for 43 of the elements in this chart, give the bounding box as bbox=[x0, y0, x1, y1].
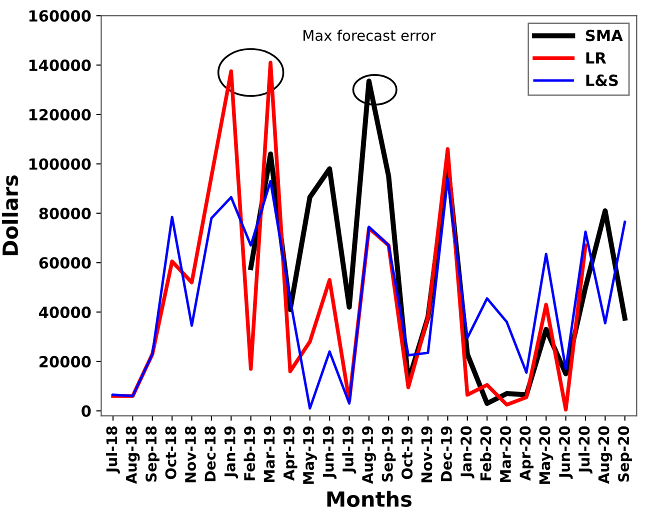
x-tick-label: Nov-18 bbox=[184, 426, 196, 482]
y-tick-label: 80000 bbox=[39, 208, 91, 220]
x-tick-label: Sep-19 bbox=[382, 426, 396, 482]
x-tick-label: Oct-18 bbox=[165, 426, 176, 480]
x-tick-label: Sep-18 bbox=[146, 426, 160, 482]
legend-label: L&S bbox=[586, 74, 618, 86]
x-tick-label: Dec-18 bbox=[204, 426, 216, 482]
x-tick-label: Aug-20 bbox=[598, 426, 612, 484]
x-tick-label: Jan-19 bbox=[224, 426, 238, 478]
line-series bbox=[112, 177, 626, 410]
x-tick-label: Jul-19 bbox=[342, 426, 356, 474]
x-tick-label: May-20 bbox=[539, 426, 554, 484]
x-tick-label: Jun-20 bbox=[559, 426, 573, 479]
x-tick-label: Mar-20 bbox=[500, 426, 511, 482]
annotation: Max forecast error bbox=[304, 30, 436, 41]
y-tick-label: 160000 bbox=[29, 10, 91, 22]
legend-label: SMA bbox=[586, 30, 623, 42]
y-axis-title: Dollars bbox=[2, 175, 18, 256]
x-tick-label: Feb-19 bbox=[244, 426, 256, 480]
y-tick-label: 120000 bbox=[29, 108, 91, 120]
x-tick-label: Apr-20 bbox=[520, 426, 534, 481]
x-tick-label: Nov-19 bbox=[421, 426, 432, 482]
x-tick-label: Oct-19 bbox=[402, 426, 413, 480]
x-tick-label: Jul-20 bbox=[578, 426, 592, 474]
x-tick-label: Jun-19 bbox=[322, 426, 337, 479]
x-tick-label: Feb-20 bbox=[480, 426, 492, 480]
x-axis-title: Months bbox=[327, 490, 412, 507]
legend-label: LR bbox=[586, 52, 606, 64]
x-tick-label: Apr-19 bbox=[283, 426, 298, 481]
y-tick-label: 20000 bbox=[40, 356, 91, 368]
x-tick-label: Aug-18 bbox=[126, 426, 140, 484]
x-tick-label: Dec-19 bbox=[440, 426, 452, 482]
x-tick-label: Jul-18 bbox=[106, 426, 120, 474]
y-tick-label: 40000 bbox=[39, 306, 91, 318]
y-tick-label: 0 bbox=[82, 405, 91, 417]
y-tick-label: 140000 bbox=[29, 60, 91, 72]
x-tick-label: Sep-20 bbox=[618, 426, 632, 482]
x-tick-label: Aug-19 bbox=[362, 426, 376, 484]
x-tick-label: Jan-20 bbox=[460, 426, 474, 478]
y-tick-label: 100000 bbox=[29, 158, 91, 170]
x-tick-label: Mar-19 bbox=[264, 426, 275, 482]
y-tick-label: 60000 bbox=[39, 257, 91, 269]
x-tick-label: May-19 bbox=[302, 426, 317, 484]
